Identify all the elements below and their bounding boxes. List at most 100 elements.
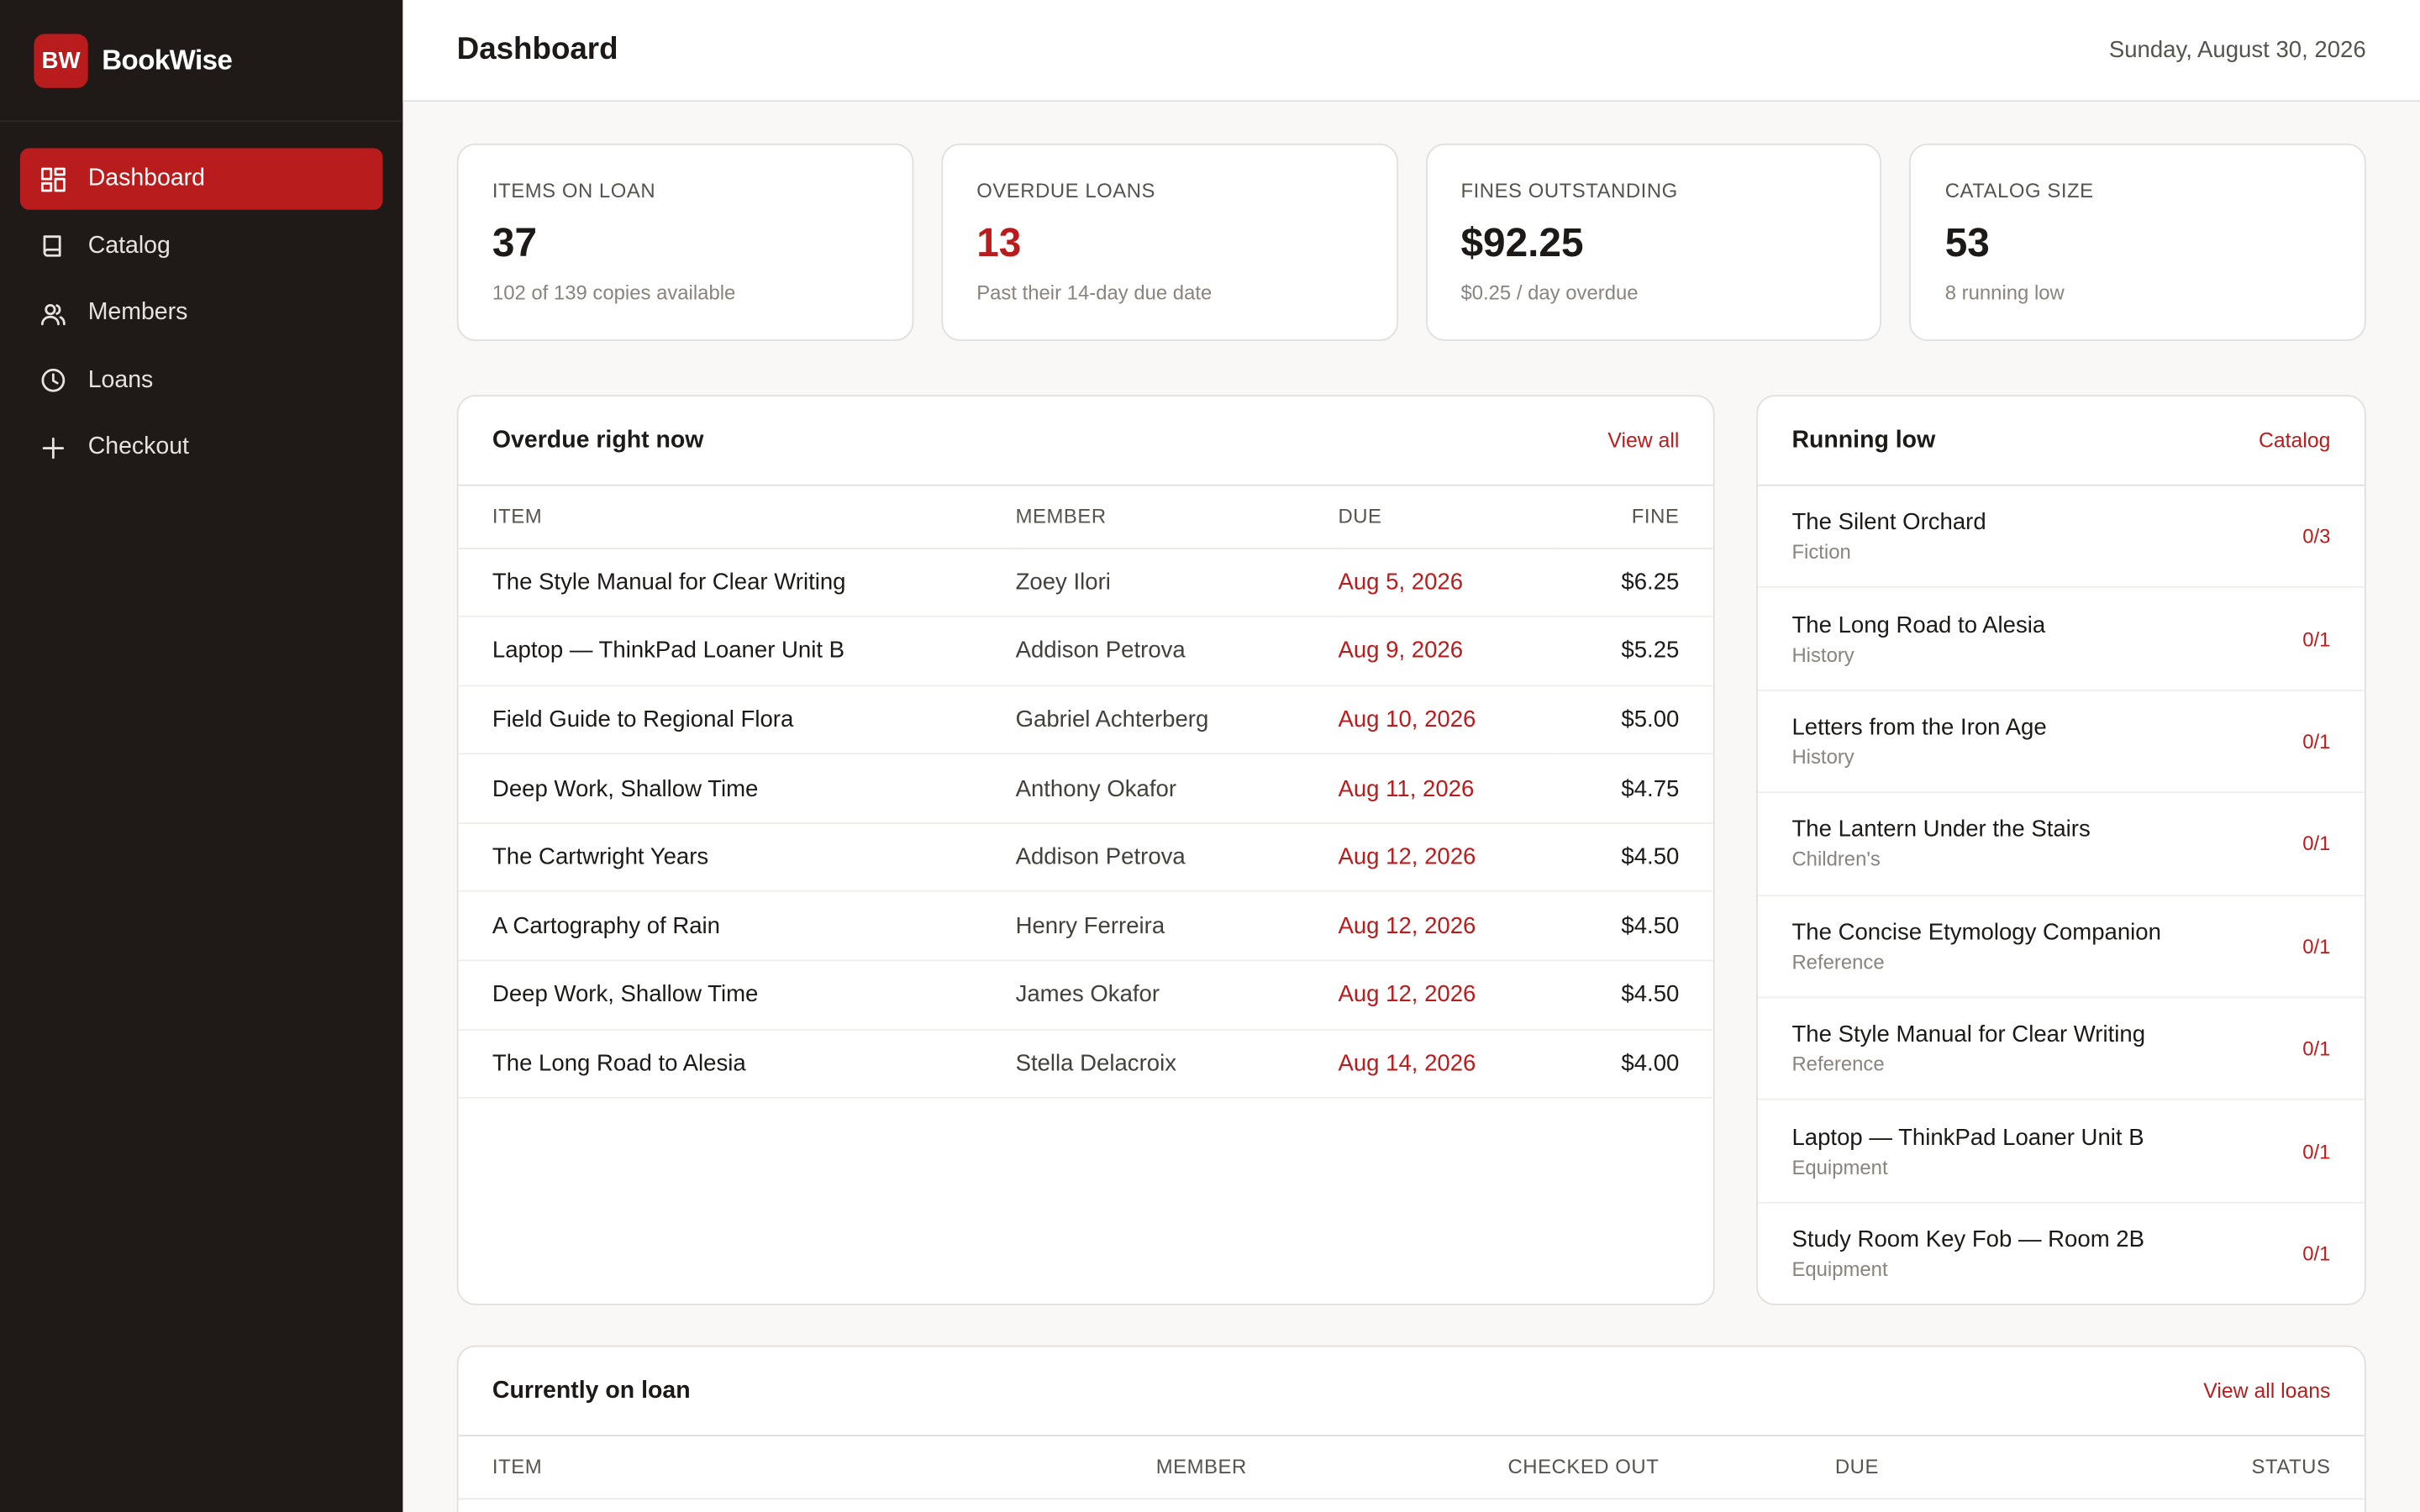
plus-icon [40,434,66,460]
list-item[interactable]: Laptop — ThinkPad Loaner Unit B Equipment… [1758,1100,2365,1204]
brand-logo: BW [34,33,88,87]
due-date-cell: Aug 14, 2026 [1338,1029,1555,1100]
stat-card-fines-outstanding: FINES OUTSTANDING $92.25 $0.25 / day ove… [1425,143,1882,341]
table-row[interactable]: Deep Work, Shallow Time Anthony Okafor Aug… [458,753,1713,824]
item-category: Equipment [1791,1257,1888,1282]
stats-row: ITEMS ON LOAN 37 102 of 139 copies avail… [456,143,2366,341]
column-header-due[interactable]: DUE [1834,1436,1983,1499]
panel-title: Overdue right now [492,426,704,454]
stat-label: OVERDUE LOANS [976,179,1156,202]
due-date-cell: Aug 9, 2026 [1338,616,1555,686]
stat-subtext: 102 of 139 copies available [492,281,736,304]
fine-cell: $5.00 [1554,685,1713,755]
list-item[interactable]: The Lantern Under the Stairs Children's 0/… [1758,793,2365,896]
table-row[interactable]: Field Guide to Regional Flora Gabriel Ach… [458,685,1713,755]
sidebar-item-members[interactable]: Members [20,282,383,344]
sidebar-item-catalog[interactable]: Catalog [20,215,383,276]
brand[interactable]: BW BookWise [0,0,403,123]
catalog-link[interactable]: Catalog [2258,428,2331,453]
list-item[interactable]: The Style Manual for Clear Writing Refere… [1758,998,2365,1101]
member-cell: Gabriel Achterberg [1015,685,1339,755]
availability-count: 0/1 [2302,934,2331,958]
due-date-cell: Aug 12, 2026 [1338,822,1555,893]
list-item[interactable]: The Silent Orchard Fiction 0/3 [1758,486,2365,589]
availability-count: 0/1 [2302,1242,2331,1266]
stat-card-catalog-size: CATALOG SIZE 53 8 running low [1909,143,2366,341]
running-low-list: The Silent Orchard Fiction 0/3 The Long Roa… [1758,486,2365,1304]
column-header-item[interactable]: ITEM [458,1436,1156,1499]
item-title: The Lantern Under the Stairs [1791,816,2091,843]
availability-count: 0/1 [2302,1139,2331,1163]
column-header-checked-out[interactable]: CHECKED OUT [1507,1436,1835,1499]
book-icon [40,233,66,259]
list-item[interactable]: The Long Road to Alesia History 0/1 [1758,589,2365,691]
table-row[interactable]: Laptop — ThinkPad Loaner Unit B Addison P… [458,616,1713,686]
column-header-member[interactable]: MEMBER [1155,1436,1508,1499]
sidebar-item-dashboard[interactable]: Dashboard [19,148,383,210]
table-row[interactable]: The Style Manual for Clear Writing Zoey I… [458,548,1713,617]
overdue-item-cell: Deep Work, Shallow Time [458,753,1016,824]
stat-value: 37 [492,218,538,265]
fine-cell: $4.00 [1554,1029,1713,1100]
fine-cell: $4.75 [1554,753,1713,824]
item-title: The Style Manual for Clear Writing [1791,1021,2146,1048]
overdue-item-cell: Deep Work, Shallow Time [458,960,1016,1031]
panel-title: Currently on loan [492,1377,691,1404]
overdue-item-cell: The Style Manual for Clear Writing [458,548,1016,617]
table-row[interactable]: Deep Work, Shallow Time James Okafor Aug 1… [458,960,1713,1031]
fine-cell: $5.25 [1554,616,1713,686]
item-title: The Concise Etymology Companion [1791,919,2161,946]
table-header-row: ITEM MEMBER CHECKED OUT DUE STATUS [458,1436,2365,1499]
running-low-panel: Running low Catalog The Silent Orchard Fi… [1756,395,2366,1305]
list-item-text: Study Room Key Fob — Room 2B Equipment [1791,1227,2144,1281]
page-title: Dashboard [456,32,618,66]
dashboard-icon [40,165,66,192]
column-header-due[interactable]: DUE [1338,486,1555,549]
member-cell: Stella Delacroix [1015,1029,1339,1100]
fine-cell: $6.25 [1554,548,1713,617]
current-date: Sunday, August 30, 2026 [2108,37,2366,64]
running-low-header: Running low Catalog [1758,396,2365,486]
fine-cell: $4.50 [1554,822,1713,893]
column-header-item[interactable]: ITEM [458,486,1016,549]
on-loan-table: ITEM MEMBER CHECKED OUT DUE STATUS [458,1436,2365,1499]
sidebar-item-loans[interactable]: Loans [20,349,383,411]
table-row[interactable]: The Cartwright Years Addison Petrova Aug 1… [458,822,1713,893]
table-row[interactable]: The Long Road to Alesia Stella Delacroix A… [458,1029,1713,1100]
table-row[interactable]: A Cartography of Rain Henry Ferreira Aug 1… [458,891,1713,962]
overdue-item-cell: The Long Road to Alesia [458,1029,1016,1100]
column-header-status[interactable]: STATUS [1982,1436,2365,1499]
stat-label: ITEMS ON LOAN [492,179,656,202]
sidebar-item-label: Catalog [87,232,171,259]
overdue-panel: Overdue right now View all ITEM MEMBER D… [456,395,1715,1305]
availability-count: 0/3 [2302,524,2331,549]
stat-subtext: $0.25 / day overdue [1460,281,1639,304]
item-category: Reference [1791,949,1885,974]
users-icon [40,300,66,326]
column-header-member[interactable]: MEMBER [1015,486,1339,549]
view-all-link[interactable]: View all [1607,428,1680,453]
view-all-loans-link[interactable]: View all loans [2203,1379,2331,1403]
sidebar-item-label: Loans [87,366,154,393]
member-cell: Anthony Okafor [1015,753,1339,824]
due-date-cell: Aug 12, 2026 [1338,891,1555,962]
panel-title: Running low [1791,426,1936,454]
list-item-text: The Silent Orchard Fiction [1791,509,1986,563]
list-item-text: Letters from the Iron Age History [1791,714,2046,768]
overdue-item-cell: A Cartography of Rain [458,891,1016,962]
sidebar-item-checkout[interactable]: Checkout [20,417,383,478]
list-item[interactable]: Letters from the Iron Age History 0/1 [1758,690,2365,794]
list-item-text: The Long Road to Alesia History [1791,612,2045,665]
fine-cell: $4.50 [1554,960,1713,1031]
on-loan-header: Currently on loan View all loans [458,1347,2365,1436]
sidebar-nav: Dashboard Catalog Members Loans [0,122,402,478]
list-item[interactable]: Study Room Key Fob — Room 2B Equipment 0/1 [1758,1203,2365,1304]
member-cell: Zoey Ilori [1015,548,1339,617]
stat-subtext: 8 running low [1944,281,2065,304]
stat-value: 13 [976,218,1022,265]
stat-subtext: Past their 14-day due date [976,281,1213,304]
list-item[interactable]: The Concise Etymology Companion Reference… [1758,895,2365,999]
item-category: History [1791,745,1854,769]
item-category: Reference [1791,1052,1885,1076]
column-header-fine[interactable]: FINE [1554,486,1713,549]
